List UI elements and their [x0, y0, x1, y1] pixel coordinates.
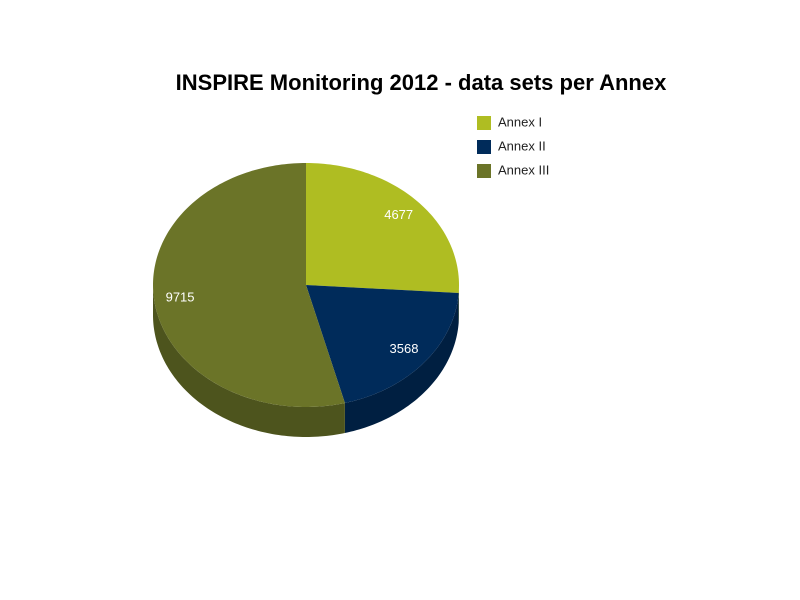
- chart-title: INSPIRE Monitoring 2012 - data sets per …: [176, 70, 667, 95]
- legend-swatch: [477, 164, 491, 178]
- legend-swatch: [477, 116, 491, 130]
- slice: [306, 285, 459, 403]
- legend-label: Annex I: [498, 114, 542, 129]
- slice-side: [153, 285, 345, 437]
- legend-swatch: [477, 140, 491, 154]
- slice: [153, 163, 345, 407]
- legend-label: Annex II: [498, 138, 546, 153]
- value-label: 9715: [166, 289, 195, 304]
- slice: [306, 163, 459, 293]
- value-label: 4677: [384, 207, 413, 222]
- legend-label: Annex III: [498, 162, 549, 177]
- value-label: 3568: [390, 341, 419, 356]
- slice-side: [344, 292, 459, 433]
